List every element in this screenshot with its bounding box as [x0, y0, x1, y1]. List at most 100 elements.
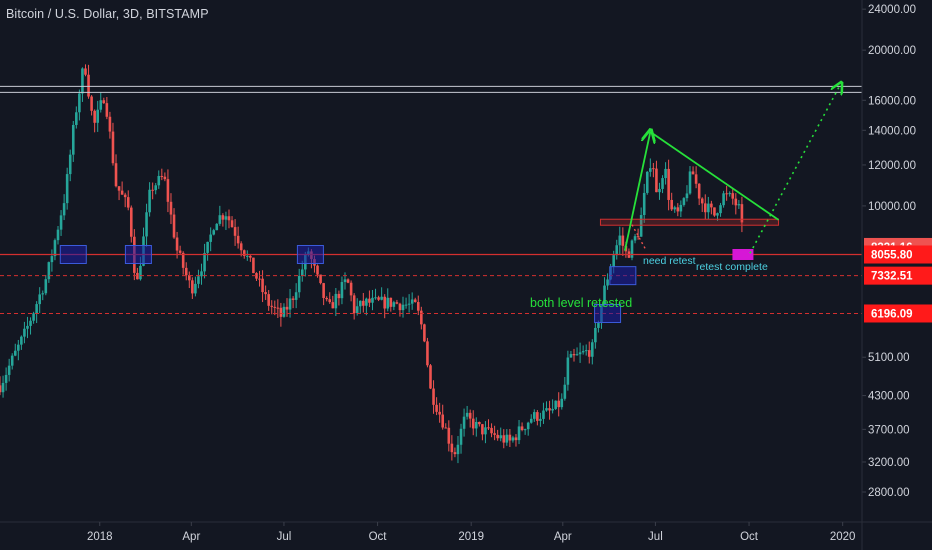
candle	[276, 299, 280, 319]
candle	[395, 299, 399, 305]
candle	[456, 436, 460, 464]
x-tick-label: Oct	[740, 531, 759, 543]
y-tick-label: 2800.00	[868, 487, 910, 499]
candle	[114, 154, 118, 188]
candle	[468, 409, 472, 428]
candle	[236, 226, 240, 249]
candle	[65, 167, 69, 210]
candle	[557, 392, 561, 417]
candle	[187, 271, 191, 289]
y-tick-label: 20000.00	[868, 45, 916, 57]
candle	[615, 239, 619, 260]
x-tick-label: Jul	[648, 531, 663, 543]
x-tick-label: 2020	[830, 531, 856, 543]
candle	[374, 288, 377, 300]
candle	[218, 205, 222, 226]
candle	[270, 300, 274, 315]
y-tick-label: 4300.00	[868, 391, 910, 403]
candle	[416, 295, 420, 316]
candle	[462, 408, 466, 437]
drawings-layer	[0, 84, 862, 323]
candle	[618, 226, 622, 256]
candle	[398, 302, 402, 317]
candle	[737, 200, 741, 209]
candle	[123, 192, 127, 208]
candle	[371, 289, 374, 311]
candle	[169, 193, 173, 225]
candle	[129, 205, 133, 243]
candle	[539, 412, 542, 427]
candle	[401, 296, 405, 318]
x-tick-label: Apr	[554, 531, 572, 543]
candle	[383, 294, 386, 319]
retest-complete-label: retest complete	[696, 261, 768, 273]
candle	[529, 414, 533, 424]
candle	[487, 419, 490, 431]
candle	[41, 290, 45, 301]
candle	[294, 283, 298, 309]
candle	[90, 95, 93, 116]
candle	[545, 401, 548, 412]
x-tick-label: Oct	[369, 531, 388, 543]
candle	[38, 287, 41, 314]
candle	[20, 335, 23, 350]
candle	[450, 435, 454, 461]
candle	[413, 297, 417, 303]
candle	[493, 425, 496, 441]
candle	[200, 263, 203, 285]
candle	[355, 298, 359, 316]
candle	[542, 402, 545, 424]
candle	[377, 295, 380, 302]
candle	[255, 272, 258, 282]
candle	[267, 290, 270, 311]
candle	[594, 322, 597, 349]
candle	[423, 323, 426, 343]
candle	[160, 168, 164, 181]
candle	[703, 194, 707, 220]
candle	[117, 186, 121, 201]
candle	[334, 288, 338, 317]
candle	[621, 227, 625, 256]
candle	[465, 405, 469, 420]
candle	[297, 268, 301, 298]
candle	[126, 190, 130, 211]
candle	[459, 423, 463, 454]
candle	[649, 158, 652, 177]
candle	[206, 241, 209, 261]
candle	[59, 210, 63, 236]
candle	[710, 200, 713, 215]
candle	[288, 289, 292, 318]
candle	[300, 260, 304, 282]
candle	[285, 298, 289, 317]
candle	[224, 211, 228, 230]
candle	[575, 347, 579, 356]
candle	[71, 121, 75, 162]
candle	[731, 189, 735, 205]
candle	[209, 227, 212, 252]
candle	[56, 226, 60, 245]
candle	[233, 219, 237, 246]
candle	[93, 109, 96, 133]
candle	[181, 251, 185, 275]
candle	[670, 192, 673, 212]
candle	[707, 196, 710, 220]
candle	[328, 292, 332, 304]
candle	[505, 429, 509, 446]
candle	[50, 249, 54, 272]
candle	[322, 282, 325, 306]
y-tick-label: 5100.00	[868, 352, 910, 364]
candle	[655, 160, 658, 193]
candle	[1, 375, 5, 398]
svg-text:7332.51: 7332.51	[871, 271, 913, 283]
candle	[53, 238, 57, 261]
retest-box	[296, 245, 324, 265]
svg-text:8055.80: 8055.80	[871, 250, 913, 262]
candle	[523, 428, 527, 435]
candle	[84, 64, 87, 77]
candle	[591, 339, 594, 365]
y-tick-label: 24000.00	[868, 4, 916, 16]
candle	[697, 183, 701, 206]
